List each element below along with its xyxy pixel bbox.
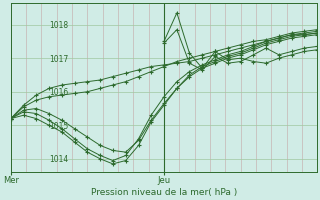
X-axis label: Pression niveau de la mer( hPa ): Pression niveau de la mer( hPa )	[91, 188, 237, 197]
